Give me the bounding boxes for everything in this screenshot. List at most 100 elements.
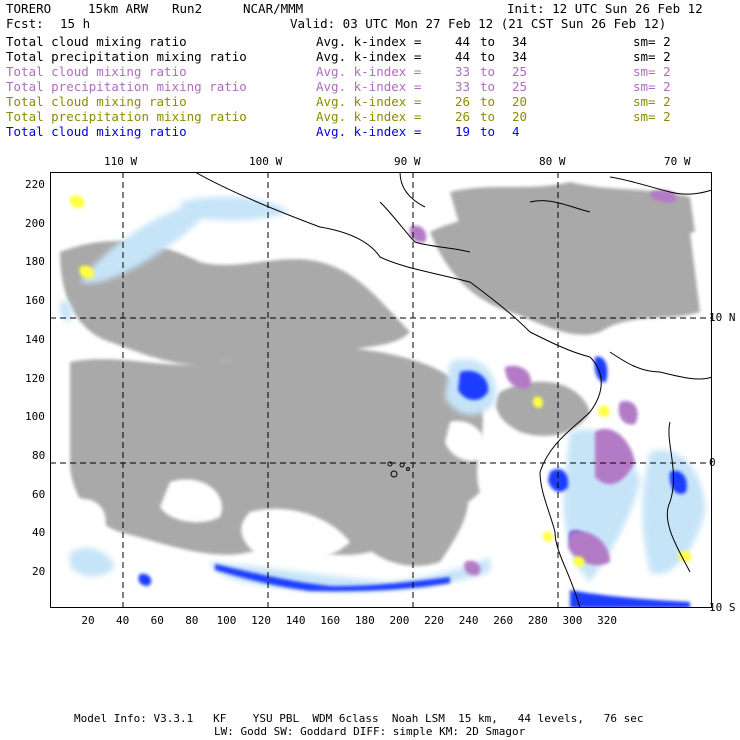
y-tick-label: 40 — [32, 526, 46, 540]
model-resolution: 15km ARW — [88, 1, 149, 16]
x-tick-label: 40 — [116, 614, 130, 627]
model-info-line: Model Info: V3.3.1 KF YSU PBL WDM 6class… — [74, 712, 644, 725]
legend-kindex-from: 26 — [455, 94, 471, 109]
legend-field-name: Total precipitation mixing ratio — [6, 49, 247, 64]
lat-lon-grid — [50, 172, 712, 608]
legend-row: Total precipitation mixing ratio Avg. k-i… — [6, 79, 730, 94]
legend-field-name: Total cloud mixing ratio — [6, 34, 187, 49]
forecast-label: Fcst: — [6, 16, 44, 31]
legend-kindex-from: 33 — [455, 79, 471, 94]
init-time: Init: 12 UTC Sun 26 Feb 12 — [507, 1, 703, 16]
latitude-label: 0 — [709, 456, 716, 469]
forecast-hours: 15 h — [60, 16, 91, 31]
model-name: TORERO — [6, 1, 52, 16]
x-tick-label: 80 — [185, 614, 199, 627]
legend-kindex-to: 20 — [512, 94, 528, 109]
legend-kindex-from: 44 — [455, 34, 471, 49]
legend-smoothing: sm= 2 — [633, 64, 671, 79]
x-tick-label: 320 — [597, 614, 617, 627]
legend-smoothing: sm= 2 — [633, 49, 671, 64]
legend-kindex-to: 25 — [512, 79, 528, 94]
galapagos-islands — [387, 461, 410, 478]
legend-row: Total cloud mixing ratio Avg. k-index = 33… — [6, 64, 730, 79]
legend-kindex-to: 25 — [512, 64, 528, 79]
legend-row: Total cloud mixing ratio Avg. k-index = 44… — [6, 34, 730, 49]
longitude-label: 90 W — [394, 155, 421, 168]
legend-row: Total cloud mixing ratio Avg. k-index = 19… — [6, 124, 730, 139]
x-tick-label: 200 — [389, 614, 410, 627]
x-tick-label: 240 — [458, 614, 479, 627]
x-tick-label: 60 — [150, 614, 164, 627]
legend-smoothing: sm= 2 — [633, 94, 671, 109]
map-frame — [50, 172, 712, 608]
y-tick-label: 220 — [25, 178, 45, 191]
legend-kindex-to-word: to — [480, 94, 496, 109]
x-tick-label: 260 — [493, 614, 514, 627]
latitude-label: 10 N — [709, 311, 736, 324]
longitude-label: 100 W — [249, 155, 283, 168]
legend-kindex-from: 33 — [455, 64, 471, 79]
x-tick-label: 180 — [354, 614, 375, 627]
y-tick-label: 60 — [32, 487, 46, 501]
legend-kindex-to: 20 — [512, 109, 528, 124]
model-org: NCAR/MMM — [243, 1, 304, 16]
y-tick-label: 20 — [32, 565, 46, 578]
y-tick-label: 200 — [25, 216, 45, 230]
legend-kindex-from: 26 — [455, 109, 471, 124]
legend-kindex-label: Avg. k-index = — [316, 64, 422, 79]
legend-field-name: Total cloud mixing ratio — [6, 64, 187, 79]
legend-kindex-to: 4 — [512, 124, 520, 139]
longitude-label: 70 W — [664, 155, 691, 168]
legend-kindex-to-word: to — [480, 34, 496, 49]
y-tick-label: 160 — [25, 294, 45, 308]
legend-kindex-label: Avg. k-index = — [316, 94, 422, 109]
y-tick-label: 180 — [25, 255, 45, 269]
clear-gaps — [50, 172, 486, 562]
latitude-label: 10 S — [709, 601, 736, 614]
x-tick-label: 160 — [320, 614, 341, 627]
y-tick-label: 140 — [25, 332, 45, 346]
legend-kindex-to-word: to — [480, 79, 496, 94]
coastlines — [194, 172, 712, 608]
legend-row: Total cloud mixing ratio Avg. k-index = 26… — [6, 94, 730, 109]
legend-kindex-label: Avg. k-index = — [316, 49, 422, 64]
precip-purple — [409, 190, 676, 576]
model-run: Run2 — [172, 1, 203, 16]
legend-kindex-from: 19 — [455, 124, 471, 139]
legend-kindex-to-word: to — [480, 124, 496, 139]
legend-field-name: Total precipitation mixing ratio — [6, 79, 247, 94]
valid-time: Valid: 03 UTC Mon 27 Feb 12 (21 CST Sun … — [290, 16, 667, 31]
x-tick-label: 20 — [81, 614, 95, 627]
legend-field-name: Total precipitation mixing ratio — [6, 109, 247, 124]
model-physics-line: LW: Godd SW: Goddard DIFF: simple KM: 2D… — [214, 725, 526, 738]
x-tick-label: 280 — [527, 614, 548, 627]
x-tick-label: 300 — [562, 614, 583, 627]
legend-kindex-to-word: to — [480, 64, 496, 79]
legend-smoothing: sm= 2 — [633, 109, 671, 124]
legend-smoothing: sm= 2 — [633, 34, 671, 49]
legend-kindex-label: Avg. k-index = — [316, 34, 422, 49]
x-tick-label: 140 — [285, 614, 306, 627]
legend-field-name: Total cloud mixing ratio — [6, 124, 187, 139]
precip-yellow — [69, 195, 692, 567]
legend-kindex-label: Avg. k-index = — [316, 79, 422, 94]
legend-row: Total precipitation mixing ratio Avg. k-i… — [6, 109, 730, 124]
legend-kindex-to: 34 — [512, 34, 528, 49]
legend-kindex-from: 44 — [455, 49, 471, 64]
longitude-label: 80 W — [539, 155, 566, 168]
y-tick-label: 100 — [25, 410, 45, 424]
legend-kindex-to-word: to — [480, 109, 496, 124]
x-tick-label: 100 — [216, 614, 237, 627]
x-tick-label: 220 — [424, 614, 444, 627]
legend-row: Total precipitation mixing ratio Avg. k-i… — [6, 49, 730, 64]
legend-kindex-to-word: to — [480, 49, 496, 64]
x-tick-label: 120 — [251, 614, 271, 627]
legend-kindex-to: 34 — [512, 49, 528, 64]
weather-map — [50, 172, 712, 608]
y-tick-label: 80 — [32, 448, 46, 462]
longitude-label: 110 W — [104, 155, 138, 168]
cloud-field — [60, 182, 700, 566]
y-tick-label: 120 — [25, 371, 45, 385]
legend-field-name: Total cloud mixing ratio — [6, 94, 187, 109]
legend-kindex-label: Avg. k-index = — [316, 109, 422, 124]
